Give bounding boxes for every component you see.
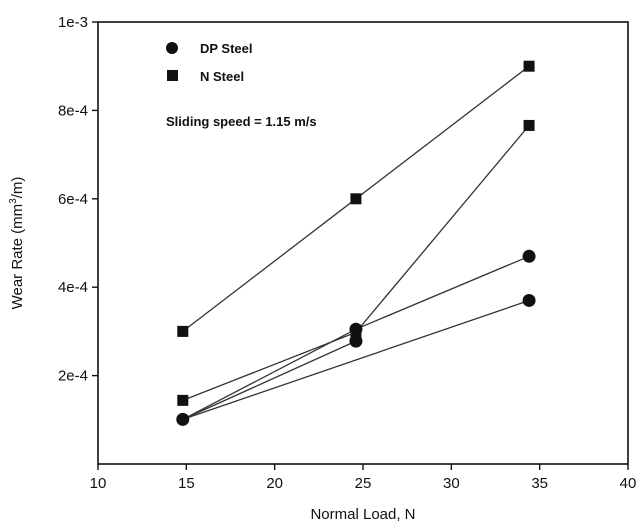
y-axis-title-suffix: /m) — [9, 177, 26, 199]
x-tick-label: 40 — [620, 475, 637, 492]
x-tick-label: 15 — [178, 475, 195, 492]
y-axis-title-sup: 3 — [8, 198, 19, 204]
x-tick-label: 10 — [90, 475, 107, 492]
axis-ticks: 10 15 20 25 30 35 40 2e-4 4e-4 6e-4 8e-4 1e-3 — [58, 14, 636, 492]
x-tick-label: 20 — [266, 475, 283, 492]
sliding-speed-annotation: Sliding speed = 1.15 m/s — [166, 114, 317, 129]
y-tick-label: 2e-4 — [58, 368, 88, 385]
data-point-n-steel — [350, 193, 362, 205]
y-tick-label: 6e-4 — [58, 191, 88, 208]
data-point-dp-steel — [349, 334, 363, 348]
series-points — [176, 60, 536, 426]
legend-marker-dp-steel — [166, 42, 178, 54]
y-axis-title: Wear Rate (mm3/m) — [8, 177, 26, 310]
data-point-n-steel — [523, 60, 535, 72]
series-line-dp-steel — [182, 340, 357, 420]
data-point-n-steel — [177, 325, 189, 337]
data-point-n-steel — [523, 119, 535, 131]
legend-label-dp-steel: DP Steel — [200, 41, 253, 56]
data-point-n-steel — [350, 326, 362, 338]
legend-label-n-steel: N Steel — [200, 69, 244, 84]
y-tick-label: 8e-4 — [58, 102, 88, 119]
x-tick-label: 30 — [443, 475, 460, 492]
x-tick-label: 25 — [355, 475, 372, 492]
legend-marker-n-steel — [167, 70, 178, 81]
series-line-n-steel — [182, 124, 530, 402]
y-axis-title-prefix: Wear Rate (mm — [9, 204, 26, 310]
series-line-dp-steel — [182, 299, 530, 421]
data-point-dp-steel — [522, 293, 536, 307]
legend: DP Steel N Steel — [166, 41, 253, 84]
y-tick-label: 4e-4 — [58, 279, 88, 296]
data-point-dp-steel — [176, 412, 190, 426]
x-tick-label: 35 — [531, 475, 548, 492]
x-axis-title: Normal Load, N — [310, 506, 415, 523]
data-point-n-steel — [177, 394, 189, 406]
data-point-dp-steel — [522, 249, 536, 263]
y-tick-label: 1e-3 — [58, 14, 88, 31]
